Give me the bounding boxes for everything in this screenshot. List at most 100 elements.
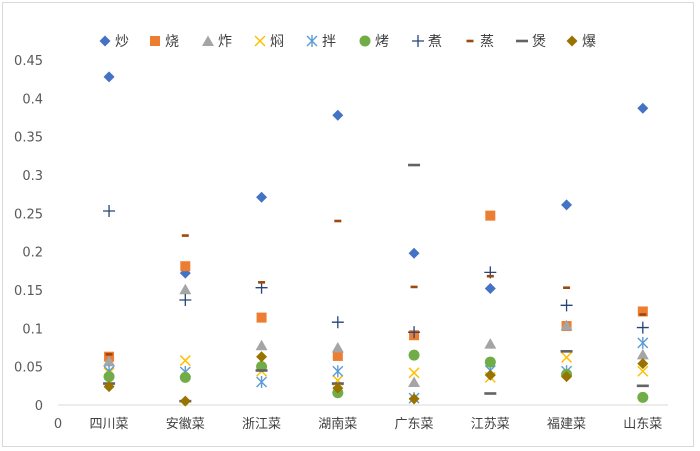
x-axis: 0 四川菜 安徽菜 浙江菜 湖南菜 广东菜 江苏菜 福建菜 山东菜	[54, 404, 668, 432]
data-point	[639, 313, 647, 316]
chart-frame	[2, 2, 694, 447]
data-point	[256, 351, 268, 363]
data-point	[179, 283, 192, 295]
data-point	[485, 210, 496, 221]
data-point	[563, 286, 571, 289]
x-category-label: 福建菜	[547, 417, 586, 432]
x-origin-label: 0	[54, 417, 62, 432]
data-point	[408, 247, 420, 259]
data-point	[332, 382, 344, 394]
data-point	[255, 339, 268, 351]
data-point	[408, 349, 420, 361]
data-point	[258, 281, 266, 284]
data-points	[103, 71, 649, 407]
legend-label: 拌	[322, 34, 336, 50]
legend-label: 焖	[270, 34, 284, 50]
data-point	[484, 282, 496, 294]
data-point	[637, 336, 649, 349]
legend-marker	[254, 35, 266, 47]
data-point	[408, 393, 420, 405]
data-point	[484, 356, 496, 368]
data-point	[410, 285, 418, 289]
legend-marker	[359, 35, 371, 47]
data-point	[637, 306, 648, 317]
legend-label: 炸	[218, 34, 232, 50]
data-point	[637, 102, 649, 114]
data-point	[637, 365, 649, 377]
legend-label: 爆	[582, 34, 596, 50]
data-point	[636, 321, 649, 334]
x-category-label: 江苏菜	[471, 416, 510, 432]
data-point	[103, 381, 115, 393]
data-point	[636, 348, 649, 360]
data-point	[103, 205, 116, 218]
y-tick-label: 0	[35, 399, 43, 414]
data-point	[486, 274, 494, 278]
data-point	[332, 365, 344, 378]
data-point	[561, 351, 573, 363]
data-point	[255, 369, 268, 372]
legend-marker	[516, 39, 528, 43]
legend-marker	[150, 36, 160, 46]
y-tick-label: 0.15	[14, 284, 43, 299]
data-point	[334, 219, 342, 223]
y-tick-label: 0.25	[14, 207, 43, 222]
y-tick-label: 0.2	[22, 246, 43, 261]
data-point	[560, 299, 573, 312]
data-point	[484, 392, 497, 395]
data-point	[332, 350, 343, 361]
legend-label: 煮	[428, 34, 442, 50]
legend-marker	[306, 35, 318, 47]
data-point	[103, 371, 115, 383]
data-point	[105, 353, 113, 356]
y-tick-label: 0.3	[22, 169, 43, 184]
data-point	[256, 312, 267, 323]
data-point	[408, 376, 421, 387]
data-point	[103, 355, 116, 367]
legend-label: 烧	[165, 34, 179, 50]
data-point	[636, 384, 649, 388]
legend-marker	[99, 35, 111, 47]
data-point	[255, 281, 268, 294]
data-point	[179, 371, 191, 383]
legend-marker	[466, 39, 474, 43]
legend-marker	[566, 35, 578, 47]
legend-marker	[202, 35, 214, 46]
legend-label: 烤	[375, 34, 389, 50]
data-point	[180, 261, 191, 272]
data-point	[331, 316, 344, 329]
data-point	[331, 342, 344, 353]
y-axis: 0 0.05 0.1 0.15 0.2 0.25 0.3 0.35 0.4 0.45	[14, 54, 43, 414]
data-point	[256, 191, 268, 203]
x-category-label: 山东菜	[623, 417, 662, 432]
legend-label: 蒸	[480, 34, 494, 50]
x-category-label: 湖南菜	[318, 416, 357, 432]
y-tick-label: 0.1	[22, 322, 43, 337]
data-point	[637, 391, 649, 403]
data-point	[408, 326, 421, 339]
data-point	[179, 395, 191, 407]
data-point	[484, 338, 497, 349]
data-point	[179, 355, 191, 367]
data-point	[561, 199, 573, 211]
legend-marker	[412, 35, 424, 47]
x-category-label: 广东菜	[395, 417, 434, 432]
data-point	[408, 367, 420, 379]
data-point	[560, 319, 573, 331]
data-point	[332, 109, 344, 121]
data-point	[179, 293, 192, 306]
y-tick-label: 0.05	[14, 361, 43, 376]
data-point	[408, 163, 421, 167]
x-category-label: 四川菜	[90, 417, 129, 432]
data-point	[181, 234, 189, 237]
y-tick-label: 0.35	[14, 131, 43, 146]
legend-label: 炒	[115, 34, 129, 50]
data-point	[484, 369, 496, 381]
x-category-label: 安徽菜	[166, 417, 205, 432]
data-point	[560, 350, 573, 353]
data-point	[637, 358, 649, 370]
legend-label: 煲	[532, 33, 546, 50]
data-point	[103, 71, 115, 83]
x-category-label: 浙江菜	[242, 417, 281, 432]
